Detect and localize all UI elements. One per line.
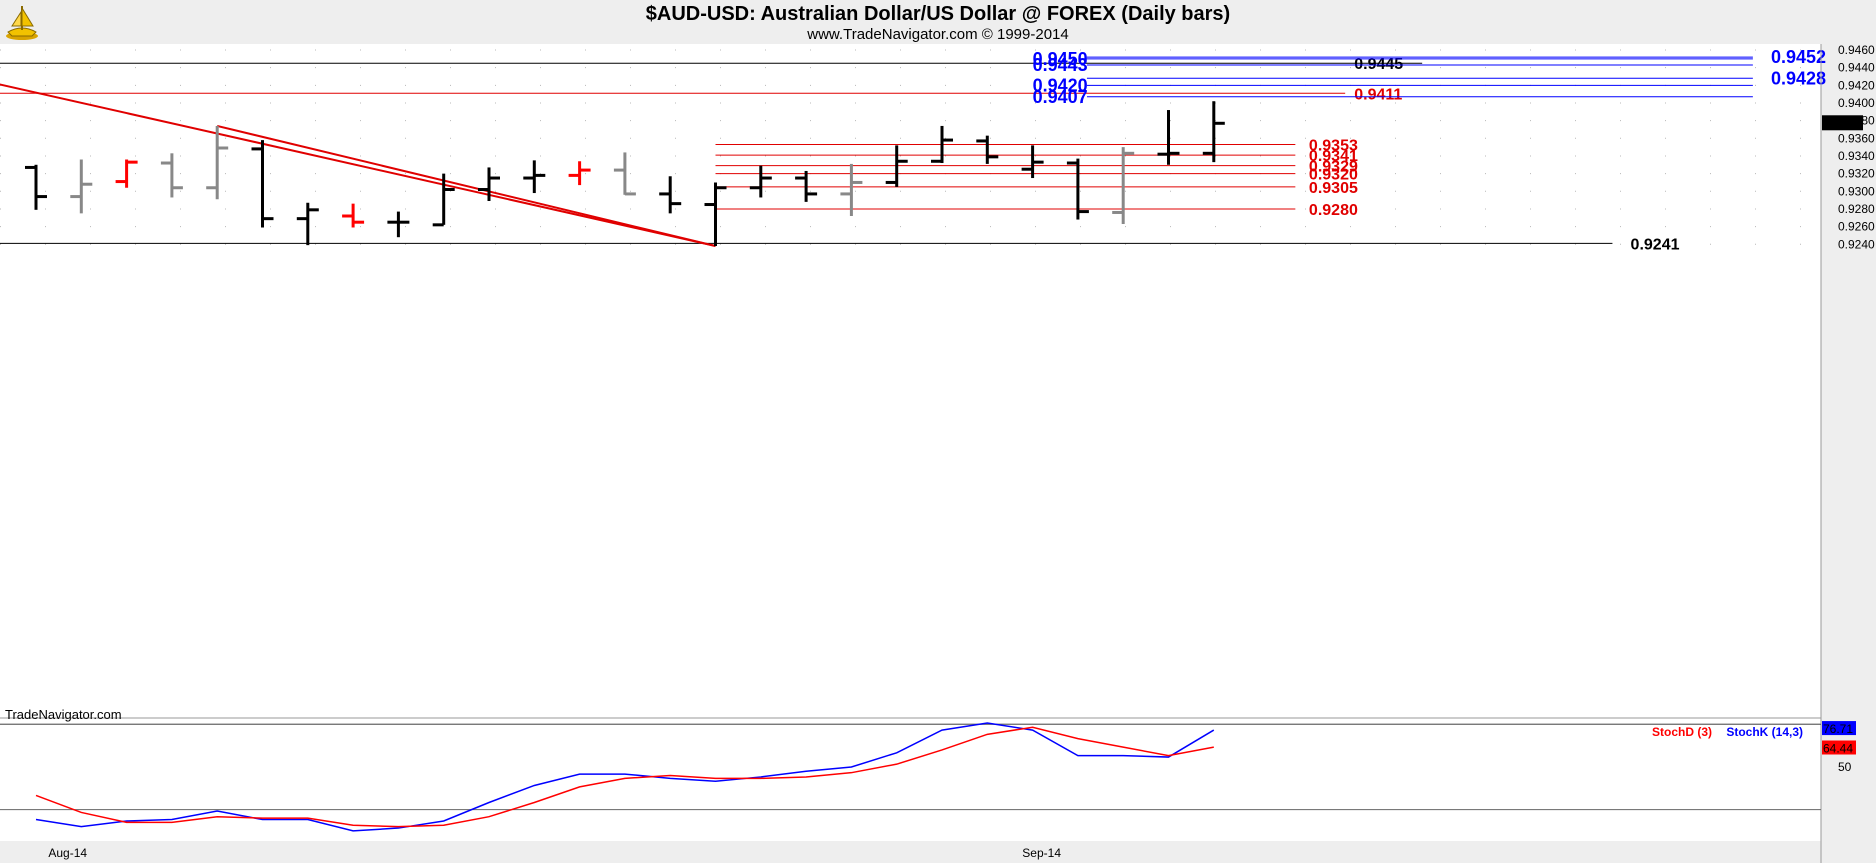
ohlc-bar [704,182,727,247]
ohlc-bar [478,167,500,201]
level-label: 0.9329 [1309,159,1358,176]
y-tick-label: 0.9240 [1838,237,1875,251]
legend-stochk: StochK (14,3) [1726,725,1803,739]
trend-line [216,124,716,247]
trend-line [0,83,716,248]
watermark: TradeNavigator.com [5,707,122,722]
y-tick-label: 0.9420 [1838,78,1875,92]
ohlc-bar [795,170,818,202]
y-tick-label: 0.9340 [1838,149,1875,163]
stoch-k-line [35,722,1215,832]
y-tick-label: 0.9460 [1838,43,1875,57]
ohlc-bar [25,164,47,210]
level-label: 0.9450 [1033,49,1088,69]
date-axis-panel [0,841,1821,863]
stoch-tick-label: 50 [1838,760,1852,774]
ohlc-bar [160,153,183,198]
stoch-d-line [35,726,1214,828]
ohlc-bar [885,145,908,187]
stochd-value-tag [1822,740,1856,755]
last-price-label: 0.9377 [1823,116,1860,130]
chart-subtitle: www.TradeNavigator.com © 1999-2014 [807,26,1069,43]
ohlc-bar [931,125,953,164]
ohlc-bar [70,159,93,214]
x-tick-label: Aug-14 [48,846,87,860]
ohlc-bar [1021,145,1044,179]
ohlc-bar [115,159,138,188]
level-label: 0.9241 [1631,236,1680,253]
stochd-value-label: 64.44 [1823,741,1853,755]
ohlc-bar [613,152,636,196]
y-tick-label: 0.9280 [1838,202,1875,216]
ohlc-bar [1066,158,1089,220]
ohlc-bar [749,165,772,198]
y-tick-label: 0.9400 [1838,96,1875,110]
last-price-tag [1822,115,1863,131]
y-tick-label: 0.9440 [1838,61,1875,75]
ohlc-bar [387,211,410,238]
ohlc-bar [1112,147,1135,224]
level-label: 0.9305 [1309,180,1358,197]
level-label: 0.9443 [1033,55,1088,75]
ohlc-bar [976,135,999,164]
y-tick-label: 0.9320 [1838,167,1875,181]
level-label: 0.9320 [1309,167,1358,184]
level-label: 0.9452 [1771,47,1826,67]
ohlc-bar [432,173,455,227]
level-label: 0.9411 [1354,86,1402,103]
x-tick-label: Sep-14 [1022,846,1061,860]
trade-navigator-logo-icon [2,2,42,42]
y-tick-label: 0.9300 [1838,184,1875,198]
level-label: 0.9420 [1033,75,1088,95]
ohlc-bar [206,125,229,200]
ohlc-bar [1157,110,1180,165]
ohlc-bar [342,203,365,228]
level-label: 0.9407 [1033,87,1088,107]
ohlc-bar [296,202,319,246]
stochk-value-tag [1822,721,1856,736]
ohlc-bar [659,176,682,214]
y-tick-label: 0.9260 [1838,220,1875,234]
ohlc-bar [840,163,863,217]
legend-stochd: StochD (3) [1652,725,1712,739]
chart-title: $AUD-USD: Australian Dollar/US Dollar @ … [645,3,1231,25]
level-label: 0.9353 [1309,137,1358,154]
ohlc-bar [523,160,546,194]
ohlc-bar [1202,101,1225,163]
y-tick-label: 0.9360 [1838,131,1875,145]
ohlc-bar [251,140,274,228]
level-label: 0.9428 [1771,68,1826,88]
level-label: 0.9280 [1309,202,1358,219]
ohlc-bar [568,161,591,186]
chart-header: $AUD-USD: Australian Dollar/US Dollar @ … [0,0,1876,44]
stochk-value-label: 76.71 [1823,722,1853,736]
level-label: 0.9341 [1309,148,1358,165]
